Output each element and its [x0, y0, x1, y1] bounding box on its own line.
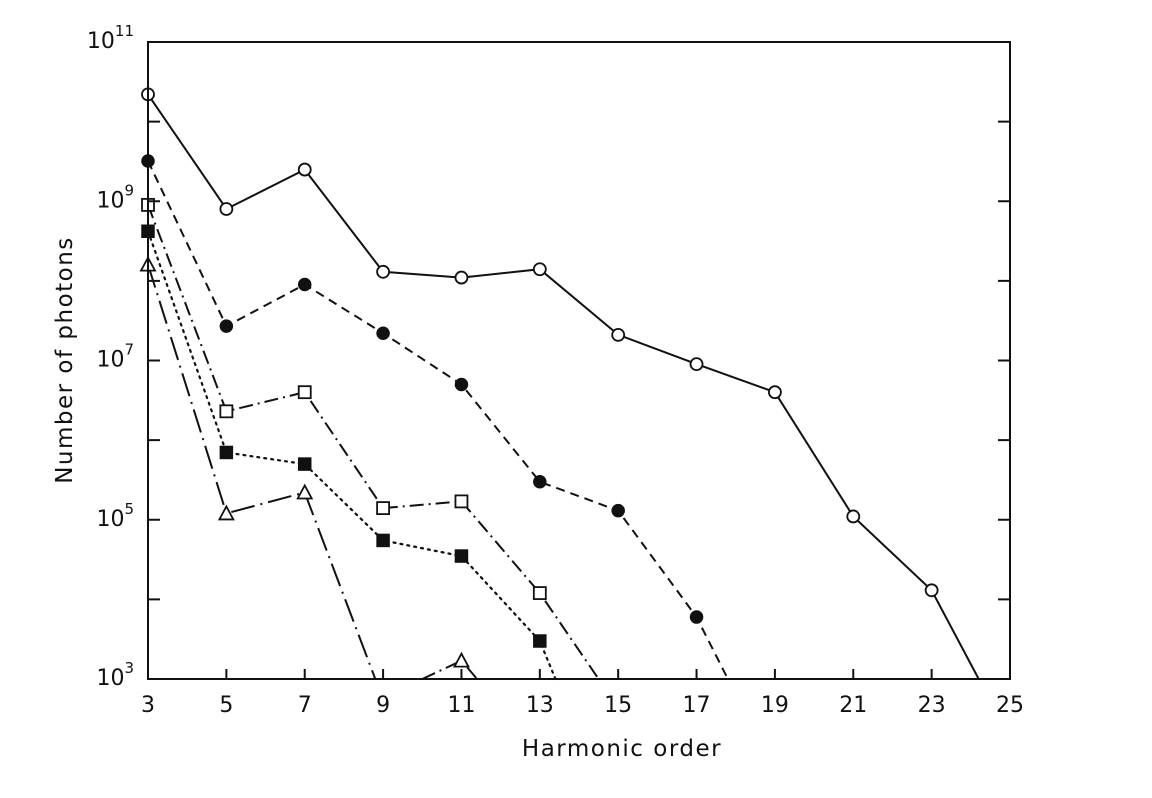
open-circle-marker [454, 270, 469, 285]
open-circle-marker [297, 162, 312, 177]
series-1 [141, 87, 980, 680]
open-triangle-marker [217, 504, 235, 521]
y-tick-label: 1011 [87, 22, 134, 54]
series-3 [141, 197, 600, 680]
x-tick-label: 17 [683, 693, 711, 718]
filled-square-marker [454, 549, 469, 563]
series-5 [139, 255, 377, 680]
plot-frame [147, 41, 1011, 680]
filled-circle-marker [611, 503, 625, 518]
open-triangle-marker [296, 483, 314, 500]
open-square-marker [454, 494, 469, 509]
x-tick-label: 13 [526, 693, 554, 718]
x-axis-label: Harmonic order [522, 736, 722, 762]
open-circle-marker [689, 357, 704, 372]
filled-circle-marker [219, 319, 234, 333]
open-circle-marker [846, 509, 861, 524]
series-line [146, 230, 557, 681]
filled-square-marker [376, 533, 390, 548]
filled-circle-marker [454, 377, 469, 392]
x-tick-label: 21 [839, 693, 867, 718]
filled-circle-marker [533, 475, 547, 489]
x-tick-label: 23 [918, 693, 946, 718]
series-2 [141, 154, 729, 680]
x-tick-label: 25 [996, 693, 1024, 718]
x-tick-label: 7 [298, 693, 312, 718]
open-circle-marker [532, 262, 547, 277]
filled-square-marker [533, 634, 547, 648]
series-line [421, 659, 478, 680]
x-tick-label: 3 [141, 693, 155, 718]
axis-ticks: 3 5 7 9 11 13 15 17 19 21 23 25 103 105 107 109 1011 [87, 22, 1024, 718]
plot-marks [139, 87, 980, 681]
open-circle-marker [611, 327, 626, 342]
filled-square-marker [297, 457, 312, 471]
series-line [147, 93, 980, 680]
series-line [147, 160, 729, 680]
series-line [147, 204, 600, 680]
filled-square-marker [219, 445, 234, 460]
x-tick-label: 5 [219, 693, 233, 718]
open-square-marker [219, 404, 234, 419]
open-circle-marker [768, 385, 782, 400]
x-tick-label: 15 [604, 693, 632, 718]
y-tick-label: 103 [96, 659, 134, 691]
filled-circle-marker [689, 610, 704, 624]
open-square-marker [376, 501, 390, 516]
open-circle-marker [924, 583, 939, 598]
x-tick-label: 11 [447, 693, 475, 718]
open-circle-marker [376, 264, 390, 279]
y-tick-label: 105 [96, 500, 134, 532]
series-line [147, 264, 377, 680]
open-triangle-marker [452, 651, 470, 668]
x-tick-label: 19 [761, 693, 789, 718]
filled-circle-marker [376, 326, 390, 340]
y-axis-label: Number of photons [52, 236, 78, 484]
filled-circle-marker [297, 277, 312, 292]
y-tick-label: 107 [96, 341, 134, 373]
x-tick-label: 9 [376, 693, 390, 718]
open-square-marker [532, 586, 547, 600]
open-circle-marker [219, 202, 234, 216]
y-tick-label: 109 [96, 181, 134, 213]
series-6 [421, 651, 478, 680]
open-square-marker [297, 385, 312, 400]
